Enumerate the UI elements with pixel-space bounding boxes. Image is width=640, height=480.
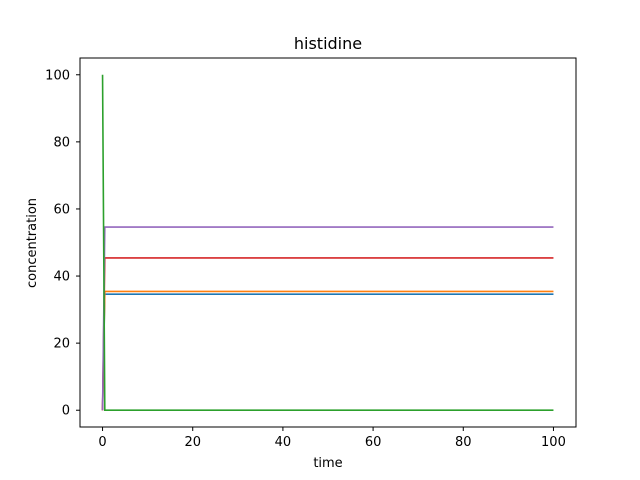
- chart-title: histidine: [294, 34, 362, 53]
- y-tick-label: 80: [53, 135, 70, 150]
- x-axis-label: time: [313, 456, 342, 471]
- y-tick-label: 0: [62, 404, 70, 419]
- x-tick-label: 40: [275, 435, 292, 450]
- x-tick-label: 20: [184, 435, 201, 450]
- x-axis-ticks: 0 20 40 60 80 100: [98, 427, 566, 450]
- y-axis-ticks: 0 20 40 60 80 100: [45, 68, 80, 419]
- series-4-line: [101, 226, 554, 411]
- x-tick-label: 100: [541, 435, 566, 450]
- x-tick-label: 80: [455, 435, 472, 450]
- x-tick-label: 0: [98, 435, 106, 450]
- x-tick-label: 60: [365, 435, 382, 450]
- y-tick-label: 60: [53, 202, 70, 217]
- y-tick-label: 40: [53, 270, 70, 285]
- y-tick-label: 100: [45, 68, 70, 83]
- y-axis-label: concentration: [25, 198, 40, 288]
- plot-area: [101, 74, 554, 412]
- y-tick-label: 20: [53, 337, 70, 352]
- axes-frame: [79, 57, 577, 428]
- series-5-line: [101, 74, 554, 412]
